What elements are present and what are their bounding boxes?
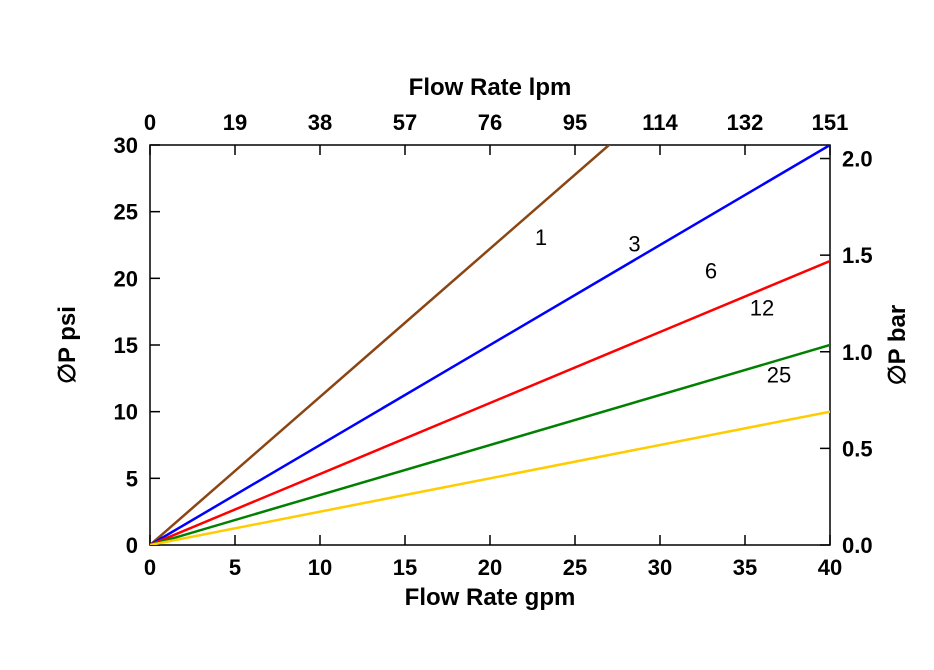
y-left-tick-label: 25	[114, 200, 138, 225]
x-bottom-tick-label: 30	[648, 555, 672, 580]
x-bottom-tick-label: 20	[478, 555, 502, 580]
y-right-tick-label: 0.0	[842, 533, 873, 558]
y-left-tick-label: 5	[126, 466, 138, 491]
series-label-25: 25	[767, 362, 791, 387]
line-chart: 0510152025303540Flow Rate gpm01938577695…	[0, 0, 934, 670]
y-right-title: ∅P bar	[884, 305, 911, 386]
x-top-tick-label: 95	[563, 110, 587, 135]
x-top-tick-label: 132	[727, 110, 764, 135]
y-left-tick-label: 30	[114, 133, 138, 158]
x-bottom-tick-label: 5	[229, 555, 241, 580]
x-top-tick-label: 57	[393, 110, 417, 135]
y-left-tick-label: 0	[126, 533, 138, 558]
chart-svg: 0510152025303540Flow Rate gpm01938577695…	[0, 0, 934, 670]
x-top-tick-label: 38	[308, 110, 332, 135]
x-bottom-tick-label: 0	[144, 555, 156, 580]
y-right-tick-label: 1.0	[842, 340, 873, 365]
y-right-tick-label: 2.0	[842, 147, 873, 172]
y-right-tick-label: 1.5	[842, 243, 873, 268]
x-top-tick-label: 76	[478, 110, 502, 135]
y-left-tick-label: 10	[114, 400, 138, 425]
y-left-title: ∅P psi	[54, 306, 81, 384]
x-top-tick-label: 19	[223, 110, 247, 135]
series-label-12: 12	[750, 296, 774, 321]
x-bottom-title: Flow Rate gpm	[405, 584, 576, 611]
x-bottom-tick-label: 25	[563, 555, 587, 580]
series-label-1: 1	[535, 225, 547, 250]
x-bottom-tick-label: 35	[733, 555, 757, 580]
series-label-3: 3	[628, 232, 640, 257]
x-top-tick-label: 151	[812, 110, 849, 135]
y-left-tick-label: 15	[114, 333, 138, 358]
x-top-tick-label: 0	[144, 110, 156, 135]
y-right-tick-label: 0.5	[842, 436, 873, 461]
x-bottom-tick-label: 40	[818, 555, 842, 580]
x-bottom-tick-label: 10	[308, 555, 332, 580]
x-top-title: Flow Rate lpm	[409, 74, 572, 101]
x-bottom-tick-label: 15	[393, 555, 417, 580]
y-left-tick-label: 20	[114, 266, 138, 291]
series-label-6: 6	[705, 258, 717, 283]
x-top-tick-label: 114	[642, 110, 678, 135]
